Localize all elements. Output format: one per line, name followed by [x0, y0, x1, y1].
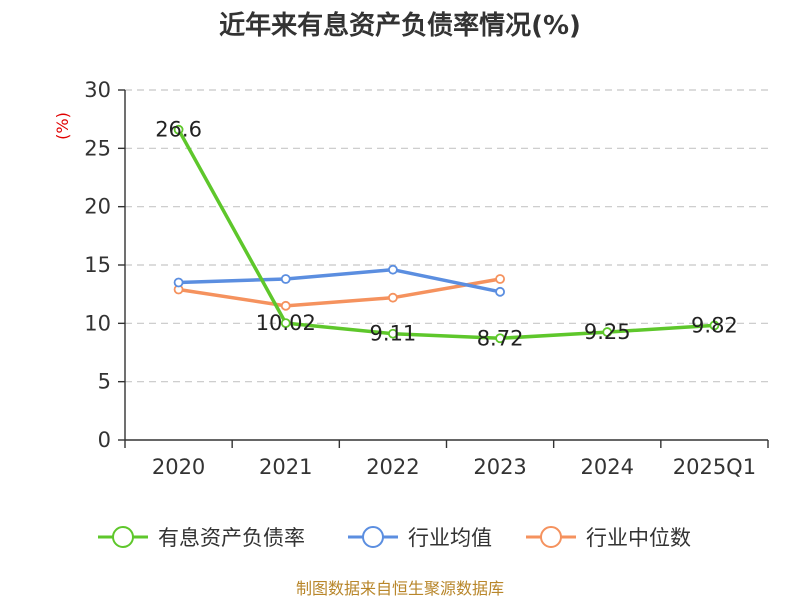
- data-point: [388, 292, 398, 303]
- series-line: [178, 277, 501, 308]
- chart-title: 近年来有息资产负债率情况(%): [219, 10, 581, 41]
- legend-marker-icon: [362, 526, 384, 548]
- series-line: [177, 128, 715, 341]
- y-tick-label: 15: [84, 253, 111, 277]
- series-layer: [173, 124, 720, 344]
- legend-marker-icon: [112, 526, 134, 548]
- data-label: 9.25: [584, 320, 631, 344]
- legend-item-1[interactable]: 有息资产负债率: [98, 526, 305, 550]
- x-tick-label: 2022: [366, 455, 419, 479]
- y-tick-label: 10: [84, 311, 111, 335]
- data-point: [280, 274, 291, 284]
- y-tick-label: 20: [84, 195, 111, 219]
- data-label: 8.72: [477, 326, 524, 350]
- data-point: [280, 318, 291, 329]
- x-tick-label: 2025Q1: [673, 455, 756, 479]
- series-1: [173, 124, 720, 344]
- y-tick-label: 5: [98, 370, 111, 394]
- data-label: 9.82: [691, 313, 738, 337]
- x-tick-label: 2020: [152, 455, 205, 479]
- data-point: [495, 274, 505, 284]
- legend-label: 行业中位数: [586, 526, 691, 550]
- legend[interactable]: 有息资产负债率 行业均值 行业中位数: [98, 526, 691, 550]
- data-point: [709, 320, 720, 331]
- series-3: [173, 274, 505, 311]
- data-label: 10.02: [256, 311, 316, 335]
- grid-lines: [125, 89, 768, 383]
- source-note: 制图数据来自恒生聚源数据库: [296, 579, 504, 598]
- data-point: [602, 327, 613, 337]
- y-tick-label: 30: [84, 78, 111, 102]
- x-axis-ticks: 2020 2021 2022 2023 2024 2025Q1: [124, 440, 769, 479]
- series-line: [178, 267, 501, 294]
- data-label: 26.6: [155, 118, 202, 142]
- data-label: 9.11: [370, 322, 417, 346]
- data-point: [280, 300, 291, 311]
- legend-label: 有息资产负债率: [158, 526, 305, 550]
- series-2: [173, 264, 505, 297]
- data-point: [495, 333, 505, 344]
- x-tick-label: 2024: [581, 455, 634, 479]
- x-tick-label: 2023: [473, 455, 526, 479]
- data-point: [388, 328, 398, 339]
- legend-item-3[interactable]: 行业中位数: [526, 526, 691, 550]
- y-axis-unit-label: (%): [53, 112, 72, 140]
- legend-marker-icon: [540, 526, 562, 548]
- data-point: [388, 264, 398, 275]
- legend-label: 行业均值: [408, 526, 492, 550]
- data-point: [495, 286, 505, 297]
- y-axis-ticks: 0 5 10 15 20 25 30: [84, 78, 125, 452]
- y-tick-label: 0: [98, 428, 111, 452]
- data-labels: 26.6 10.02 9.11 8.72 9.25 9.82: [155, 118, 738, 351]
- data-point: [173, 277, 184, 288]
- y-tick-label: 25: [84, 136, 111, 160]
- data-point: [173, 124, 184, 135]
- legend-item-2[interactable]: 行业均值: [348, 526, 492, 550]
- x-tick-label: 2021: [259, 455, 312, 479]
